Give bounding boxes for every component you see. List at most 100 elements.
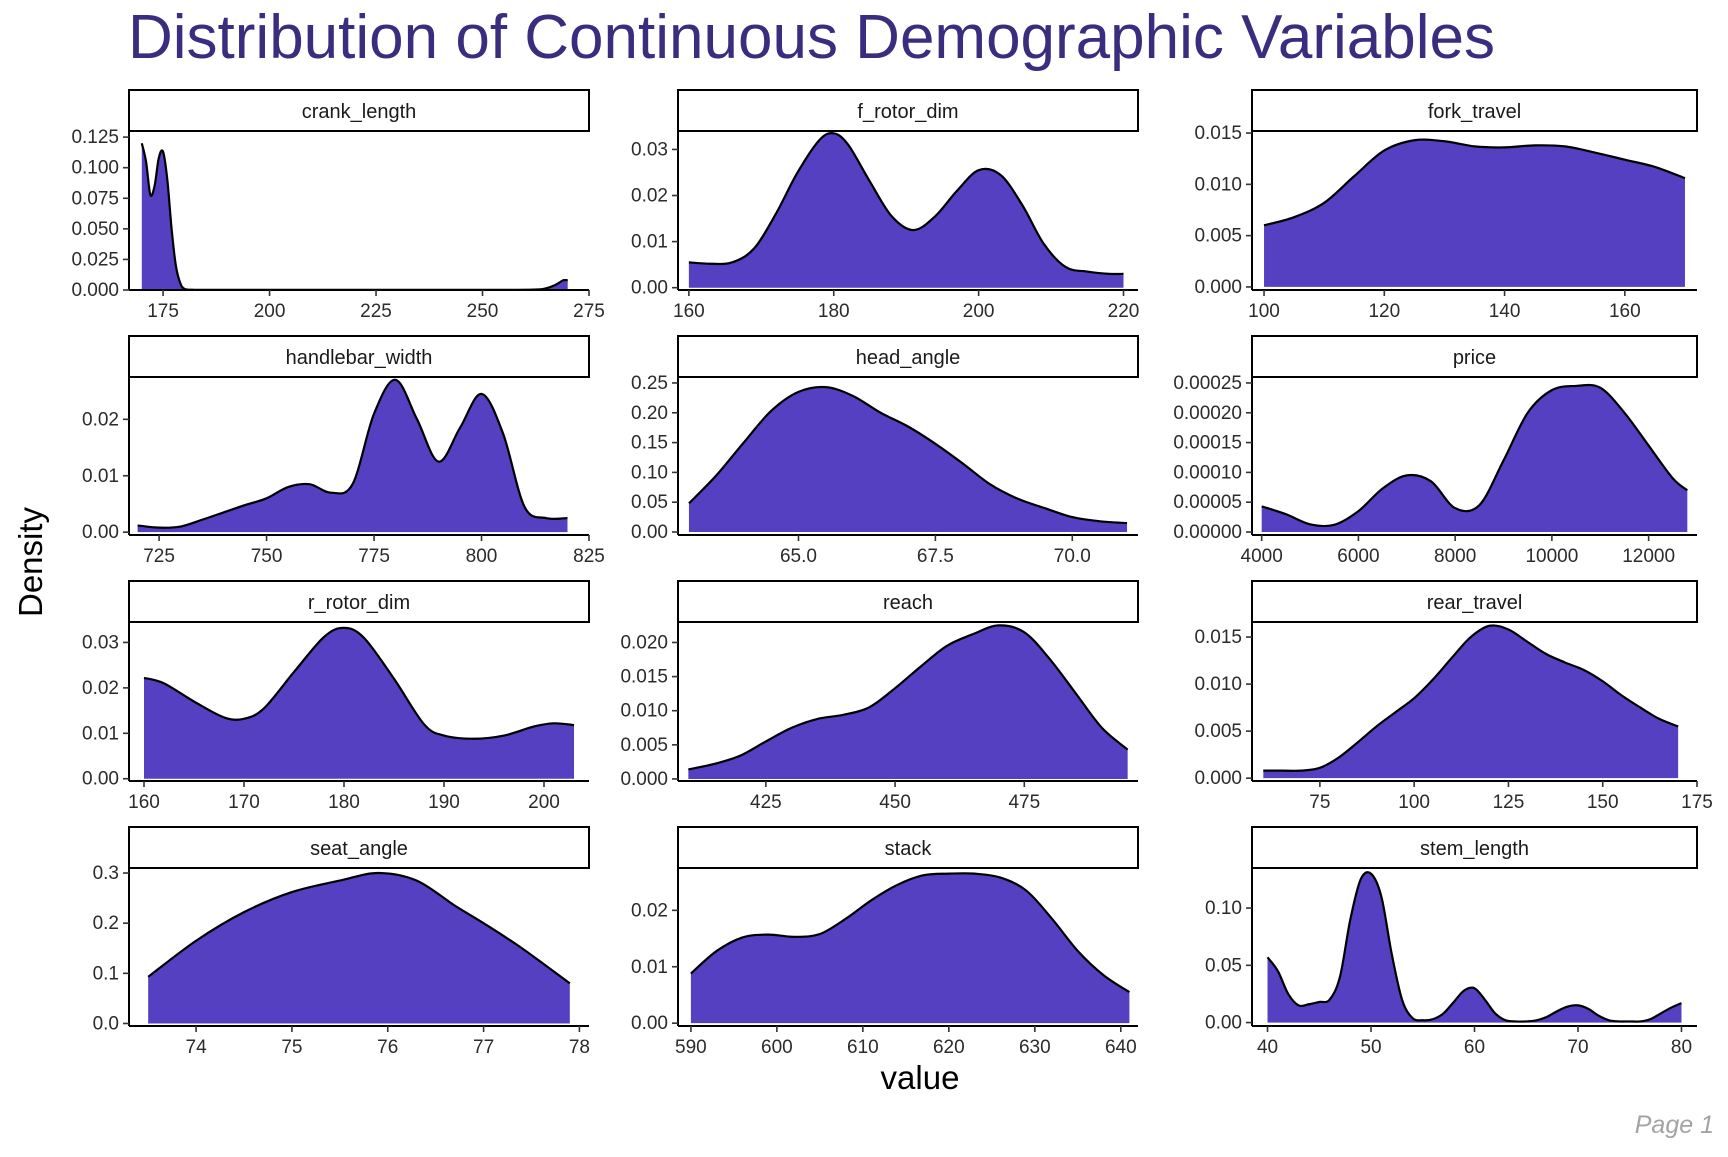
y-tick-label: 0.000 <box>1194 277 1242 298</box>
panel-f-rotor-dim: f_rotor_dim 0.00 0.01 0.02 0.03 160 180 200 220 <box>631 89 1139 322</box>
facet-strip <box>677 580 1139 623</box>
x-tick-label: 100 <box>1248 301 1280 322</box>
panel-rear-travel: rear_travel 0.000 0.005 0.010 0.015 75 100 125 1… <box>1194 580 1713 813</box>
x-tick-label: 200 <box>254 301 286 322</box>
y-tick-label: 0.075 <box>71 188 119 209</box>
facet-strip <box>677 826 1139 869</box>
panel-stack: stack 0.00 0.01 0.02 590 600 610 620 630 640 <box>631 826 1139 1058</box>
x-tick-label: 190 <box>428 792 460 813</box>
facet-label: price <box>1453 347 1496 369</box>
facet-label: crank_length <box>302 101 417 123</box>
facet-strip <box>1251 580 1698 623</box>
panel-stem-length: stem_length 0.00 0.05 0.10 40 50 60 70 80 <box>1205 826 1698 1058</box>
density-area <box>148 873 570 1024</box>
x-tick-label: 225 <box>360 301 392 322</box>
y-tick-label: 0.10 <box>1205 898 1242 919</box>
facet-label: rear_travel <box>1427 592 1523 614</box>
y-tick-label: 0.00 <box>82 522 119 543</box>
y-tick-label: 0.05 <box>631 492 668 513</box>
y-tick-label: 0.000 <box>1194 768 1242 789</box>
y-tick-label: 0.010 <box>1194 674 1242 695</box>
density-line <box>1263 138 1686 227</box>
x-tick-label: 125 <box>1493 792 1525 813</box>
y-tick-label: 0.00 <box>631 278 668 299</box>
facet-label: f_rotor_dim <box>857 101 958 123</box>
y-tick-label: 0.000 <box>620 769 668 790</box>
x-tick-label: 74 <box>186 1037 208 1058</box>
x-tick-label: 12000 <box>1622 546 1675 567</box>
y-axis-title: Density <box>12 506 49 617</box>
x-tick-label: 140 <box>1489 301 1521 322</box>
density-line <box>1266 871 1682 1023</box>
x-tick-label: 70 <box>1567 1037 1588 1058</box>
panel-handlebar-width: handlebar_width 0.00 0.01 0.02 725 750 775 800 8… <box>82 335 605 567</box>
facet-strip <box>677 335 1139 378</box>
x-tick-label: 250 <box>467 301 499 322</box>
facet-strip <box>1251 89 1698 132</box>
x-tick-label: 160 <box>128 792 160 813</box>
density-area <box>144 627 574 779</box>
y-tick-label: 0.01 <box>82 723 119 744</box>
density-line <box>147 871 571 985</box>
y-tick-label: 0.00 <box>631 522 668 543</box>
y-tick-label: 0.2 <box>93 913 119 934</box>
y-tick-label: 0.00015 <box>1173 433 1242 454</box>
x-tick-label: 75 <box>281 1037 302 1058</box>
x-tick-label: 8000 <box>1434 546 1476 567</box>
density-area <box>141 143 568 290</box>
x-tick-label: 640 <box>1105 1037 1137 1058</box>
y-tick-label: 0.020 <box>620 632 668 653</box>
panel-fork-travel: fork_travel 0.000 0.005 0.010 0.015 100 120 140… <box>1194 89 1698 322</box>
x-tick-label: 750 <box>251 546 283 567</box>
facet-strip <box>677 89 1139 132</box>
x-tick-label: 50 <box>1360 1037 1381 1058</box>
x-tick-label: 150 <box>1587 792 1619 813</box>
y-tick-label: 0.3 <box>93 863 119 884</box>
y-tick-label: 0.00005 <box>1173 492 1242 513</box>
facet-label: fork_travel <box>1428 101 1521 123</box>
x-tick-label: 725 <box>143 546 175 567</box>
x-tick-label: 6000 <box>1337 546 1379 567</box>
facet-label: head_angle <box>856 347 961 369</box>
density-line <box>1261 383 1689 528</box>
y-tick-label: 0.03 <box>631 139 668 160</box>
x-tick-label: 65.0 <box>780 546 817 567</box>
x-tick-label: 475 <box>1008 792 1040 813</box>
x-tick-label: 175 <box>1681 792 1713 813</box>
x-tick-label: 450 <box>879 792 911 813</box>
density-line <box>688 624 1129 771</box>
y-tick-label: 0.015 <box>1194 123 1242 144</box>
x-tick-label: 620 <box>933 1037 965 1058</box>
panel-price: price 0.00000 0.00005 0.00010 0.00015 0.00020… <box>1173 335 1698 567</box>
x-tick-label: 275 <box>573 301 605 322</box>
x-tick-label: 100 <box>1398 792 1430 813</box>
density-area <box>690 873 1130 1024</box>
x-tick-label: 80 <box>1671 1037 1692 1058</box>
density-area <box>688 625 1128 779</box>
y-tick-label: 0.000 <box>71 280 119 301</box>
density-line <box>137 378 568 529</box>
y-tick-label: 0.02 <box>82 409 119 430</box>
facet-strip <box>1251 335 1698 378</box>
x-tick-label: 120 <box>1368 301 1400 322</box>
y-tick-label: 0.005 <box>1194 721 1242 742</box>
x-tick-label: 4000 <box>1241 546 1283 567</box>
facet-label: r_rotor_dim <box>308 592 410 614</box>
density-area <box>1261 385 1688 533</box>
y-tick-label: 0.01 <box>631 232 668 253</box>
density-line <box>143 626 575 740</box>
y-tick-label: 0.00010 <box>1173 462 1242 483</box>
x-tick-label: 77 <box>473 1037 494 1058</box>
facet-label: seat_angle <box>310 838 408 860</box>
y-tick-label: 0.125 <box>71 127 119 148</box>
x-tick-label: 60 <box>1464 1037 1485 1058</box>
y-tick-label: 0.015 <box>620 667 668 688</box>
x-tick-label: 180 <box>328 792 360 813</box>
y-tick-label: 0.005 <box>620 735 668 756</box>
y-tick-label: 0.00 <box>82 769 119 790</box>
facet-label: reach <box>883 592 933 614</box>
x-tick-label: 180 <box>818 301 850 322</box>
y-tick-label: 0.20 <box>631 403 668 424</box>
x-tick-label: 800 <box>466 546 498 567</box>
x-tick-label: 425 <box>750 792 782 813</box>
